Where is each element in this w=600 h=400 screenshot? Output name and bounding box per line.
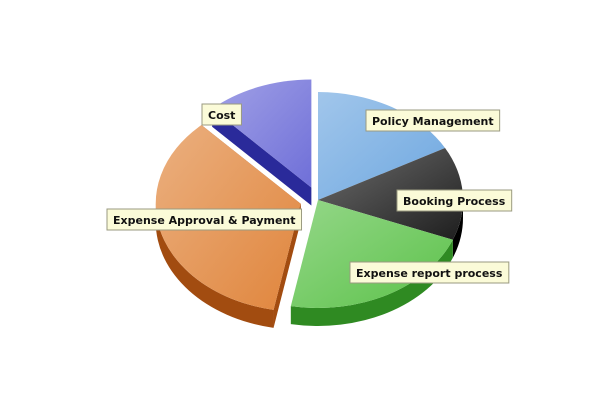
slice-side-booking-process	[452, 200, 463, 258]
label-box-expense-approval-payment	[106, 208, 303, 231]
label-expense-approval-payment: Expense Approval & Payment	[106, 208, 303, 231]
slice-wall-expense-approval-payment-0	[273, 203, 301, 328]
label-text-expense-report-process: Expense report process	[356, 267, 503, 280]
label-text-policy-management: Policy Management	[372, 115, 494, 128]
slice-booking-process[interactable]	[318, 147, 464, 240]
label-box-policy-management	[365, 109, 501, 132]
label-box-cost	[201, 103, 242, 126]
label-policy-management: Policy Management	[365, 109, 501, 132]
label-text-booking-process: Booking Process	[403, 195, 506, 208]
label-cost: Cost	[201, 103, 242, 126]
slice-side-expense-approval-payment	[155, 203, 274, 328]
label-booking-process: Booking Process	[396, 189, 513, 212]
pie-labels: Policy Management Booking Process Expense …	[106, 103, 513, 284]
label-box-booking-process	[396, 189, 513, 212]
label-text-expense-approval-payment: Expense Approval & Payment	[113, 214, 296, 227]
label-expense-report-process: Expense report process	[349, 261, 510, 284]
label-text-cost: Cost	[208, 109, 235, 122]
label-box-expense-report-process	[349, 261, 510, 284]
slice-wall-cost-0	[212, 108, 312, 206]
